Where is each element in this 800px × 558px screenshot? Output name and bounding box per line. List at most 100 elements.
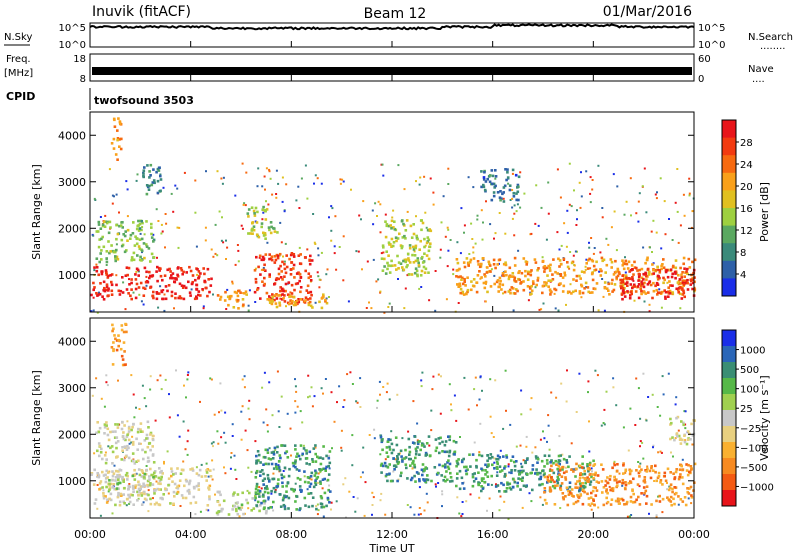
echo-cell xyxy=(480,467,483,471)
echo-cell xyxy=(254,476,258,479)
echo-cell xyxy=(118,138,121,141)
echo-cell xyxy=(574,500,578,504)
echo-cell xyxy=(651,393,654,396)
echo-cell xyxy=(151,445,154,448)
echo-cell xyxy=(173,482,177,486)
echo-cell xyxy=(150,232,153,236)
echo-cell xyxy=(111,462,114,465)
echo-cell xyxy=(556,467,559,471)
echo-cell xyxy=(277,478,280,481)
echo-cell xyxy=(687,492,691,495)
echo-cell xyxy=(122,330,126,334)
echo-cell xyxy=(587,290,590,294)
echo-cell xyxy=(156,167,160,171)
echo-cell xyxy=(591,470,593,473)
echo-cell xyxy=(589,192,592,195)
echo-cell xyxy=(317,247,320,250)
echo-cell xyxy=(566,231,569,234)
echo-cell xyxy=(110,280,113,284)
echo-cell xyxy=(446,265,449,268)
echo-cell xyxy=(605,390,608,393)
echo-cell xyxy=(387,264,390,267)
echo-cell xyxy=(97,273,100,277)
echo-cell xyxy=(509,291,512,295)
echo-cell xyxy=(519,444,522,447)
echo-cell xyxy=(146,445,150,449)
echo-cell xyxy=(114,479,117,482)
echo-cell xyxy=(648,512,650,515)
echo-cell xyxy=(195,484,199,488)
echo-cell xyxy=(120,244,124,248)
echo-cell xyxy=(102,474,106,477)
echo-cell xyxy=(126,420,129,423)
echo-cell xyxy=(125,435,129,438)
echo-cell xyxy=(129,233,133,237)
echo-cell xyxy=(228,297,231,301)
echo-cell xyxy=(266,487,269,491)
echo-cell xyxy=(383,265,386,268)
echo-cell xyxy=(239,291,242,294)
echo-cell xyxy=(494,379,497,382)
echo-cell xyxy=(425,492,428,495)
echo-cell xyxy=(535,184,538,187)
echo-cell xyxy=(581,291,585,295)
echo-cell xyxy=(463,224,466,227)
echo-cell xyxy=(131,440,135,444)
echo-cell xyxy=(553,292,556,295)
echo-cell xyxy=(274,489,277,491)
echo-cell xyxy=(176,485,179,488)
echo-cell xyxy=(318,468,321,471)
echo-cell xyxy=(646,465,649,468)
echo-cell xyxy=(290,454,292,457)
echo-cell xyxy=(578,290,582,293)
echo-cell xyxy=(476,218,479,221)
echo-cell xyxy=(498,282,502,286)
echo-cell xyxy=(277,467,281,470)
echo-cell xyxy=(578,488,581,492)
echo-cell xyxy=(198,275,201,278)
echo-cell xyxy=(320,505,323,509)
echo-cell xyxy=(641,441,644,444)
echo-cell xyxy=(576,493,579,497)
echo-cell xyxy=(632,492,635,496)
echo-cell xyxy=(105,271,108,275)
echo-cell xyxy=(628,515,631,518)
echo-cell xyxy=(558,435,561,438)
echo-cell xyxy=(117,478,120,482)
echo-cell xyxy=(680,282,683,285)
echo-cell xyxy=(323,491,327,495)
echo-cell xyxy=(140,469,144,472)
echo-cell xyxy=(585,286,588,289)
echo-cell xyxy=(280,289,284,292)
echo-cell xyxy=(142,476,146,479)
echo-cell xyxy=(482,178,486,181)
echo-cell xyxy=(525,263,528,266)
echo-cell xyxy=(145,437,148,440)
echo-cell xyxy=(580,270,584,273)
echo-cell xyxy=(552,461,555,465)
echo-cell xyxy=(631,488,634,491)
echo-cell xyxy=(104,461,108,465)
echo-cell xyxy=(592,486,596,489)
echo-cell xyxy=(149,388,152,391)
echo-cell xyxy=(306,284,310,288)
echo-cell xyxy=(262,267,265,269)
echo-cell xyxy=(283,262,286,266)
echo-cell xyxy=(236,299,240,302)
echo-cell xyxy=(554,307,557,310)
echo-cell xyxy=(378,380,381,383)
echo-cell xyxy=(244,204,247,207)
echo-cell xyxy=(626,267,630,270)
echo-cell xyxy=(621,484,624,487)
echo-cell xyxy=(584,281,588,285)
echo-cell xyxy=(260,258,264,262)
echo-cell xyxy=(388,472,391,476)
echo-cell xyxy=(206,267,210,271)
echo-cell xyxy=(403,307,406,310)
echo-cell xyxy=(151,438,155,442)
echo-cell xyxy=(629,177,632,180)
echo-cell xyxy=(616,484,619,487)
echo-cell xyxy=(351,464,354,467)
echo-cell xyxy=(167,492,170,495)
echo-cell xyxy=(285,450,289,453)
